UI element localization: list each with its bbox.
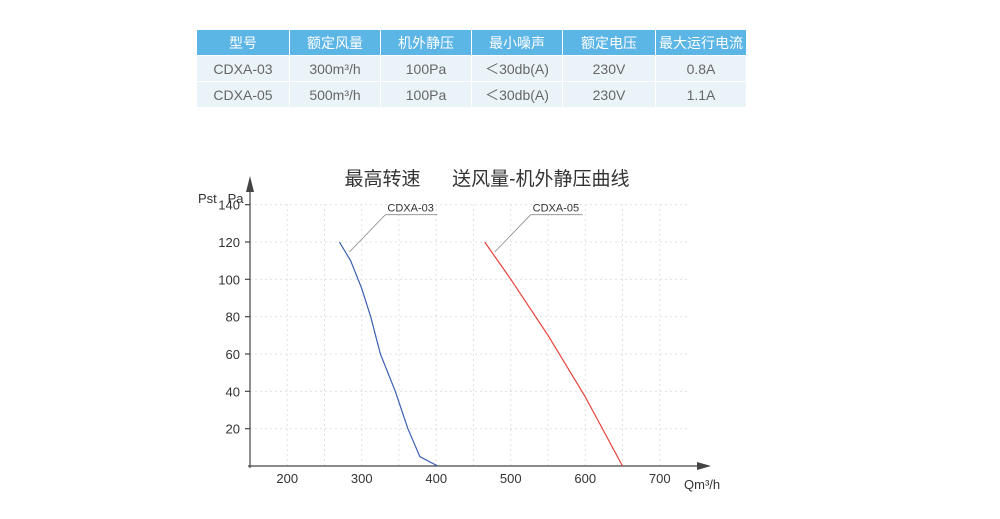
y-tick-label: 100 bbox=[218, 272, 240, 287]
y-axis-label: Pst Pa bbox=[198, 191, 244, 206]
table-cell: 1.1A bbox=[655, 81, 747, 108]
table-cell: 230V bbox=[562, 55, 656, 82]
column-header: 型号 bbox=[196, 29, 290, 56]
table-row: CDXA-03 300m³/h 100Pa ＜30db(A) 230V 0.8A bbox=[196, 55, 747, 82]
series-line-cdxa-05 bbox=[484, 241, 624, 467]
spec-table: 型号 额定风量 机外静压 最小噪声 额定电压 最大运行电流 CDXA-03 30… bbox=[196, 29, 747, 108]
table-row: CDXA-05 500m³/h 100Pa ＜30db(A) 230V 1.1A bbox=[196, 81, 747, 108]
y-tick-label: 120 bbox=[218, 235, 240, 250]
x-tick-label: 500 bbox=[500, 471, 522, 486]
x-tick-label: 300 bbox=[351, 471, 373, 486]
table-cell: 300m³/h bbox=[289, 55, 381, 82]
column-header: 额定电压 bbox=[562, 29, 656, 56]
y-tick-label: 20 bbox=[226, 422, 240, 437]
chart-title: 最高转速 送风量-机外静压曲线 bbox=[344, 168, 629, 190]
chart-series: CDXA-03 CDXA-05 bbox=[338, 203, 624, 467]
series-label: CDXA-03 bbox=[387, 203, 433, 215]
x-axis-arrow bbox=[697, 462, 711, 470]
y-tick-label: 40 bbox=[226, 384, 240, 399]
table-cell: 230V bbox=[562, 81, 656, 108]
x-tick-label: 700 bbox=[649, 471, 671, 486]
x-tick-label: 400 bbox=[425, 471, 447, 486]
table-cell: 100Pa bbox=[380, 81, 472, 108]
table-cell: ＜30db(A) bbox=[471, 55, 563, 82]
table-cell: CDXA-03 bbox=[196, 55, 290, 82]
x-tick-label: 200 bbox=[276, 471, 298, 486]
y-tick-label: 140 bbox=[218, 198, 240, 213]
column-header: 最小噪声 bbox=[471, 29, 563, 56]
table-cell: 500m³/h bbox=[289, 81, 381, 108]
table-cell: CDXA-05 bbox=[196, 81, 290, 108]
table-header-row: 型号 额定风量 机外静压 最小噪声 额定电压 最大运行电流 bbox=[196, 29, 747, 56]
table-cell: 100Pa bbox=[380, 55, 472, 82]
x-tick-label: 600 bbox=[574, 471, 596, 486]
series-line-cdxa-03 bbox=[338, 241, 438, 467]
y-tick-label: 60 bbox=[226, 347, 240, 362]
series-leader-line bbox=[494, 214, 531, 253]
y-axis-arrow bbox=[246, 176, 254, 192]
chart-ticks: 20 40 60 80 100 120 140 200 300 400 500 600 700 bbox=[218, 198, 670, 486]
x-axis-label: Qm³/h bbox=[684, 477, 720, 492]
column-header: 最大运行电流 bbox=[655, 29, 747, 56]
series-leader-line bbox=[349, 214, 386, 253]
series-label: CDXA-05 bbox=[533, 203, 579, 215]
y-tick-label: 80 bbox=[226, 310, 240, 325]
chart-axes bbox=[246, 176, 711, 470]
chart-grid bbox=[250, 204, 687, 466]
